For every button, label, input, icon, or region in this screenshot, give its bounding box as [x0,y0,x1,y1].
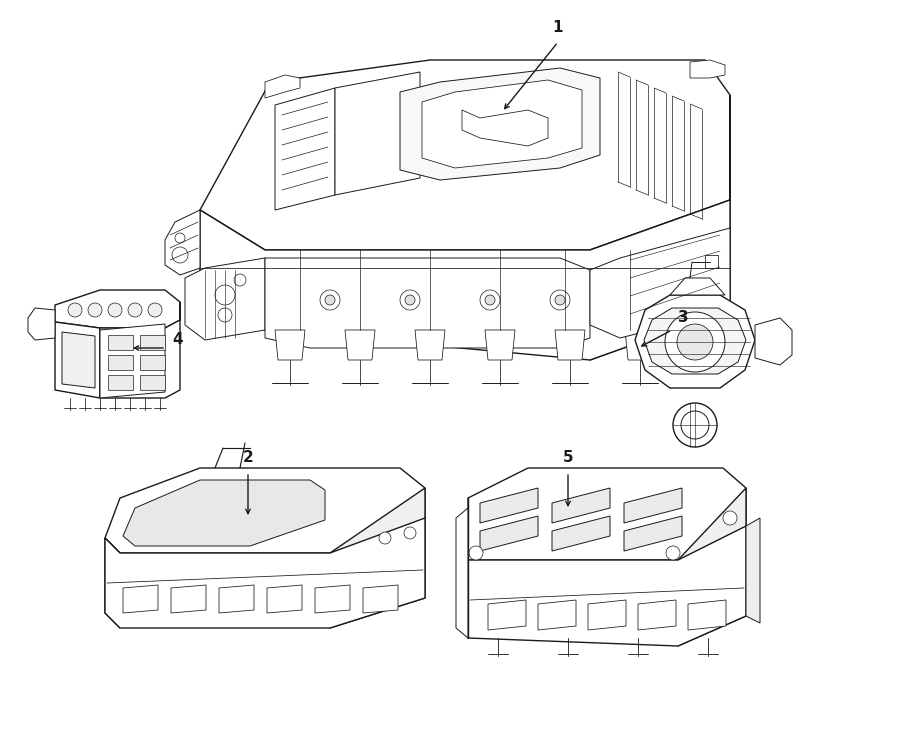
Polygon shape [690,60,725,78]
Polygon shape [638,600,676,630]
Polygon shape [265,258,590,348]
Polygon shape [267,585,302,613]
Polygon shape [275,88,335,210]
Polygon shape [422,80,582,168]
Polygon shape [108,355,133,370]
Polygon shape [275,330,305,360]
Polygon shape [625,330,655,360]
Polygon shape [678,488,746,646]
Polygon shape [588,600,626,630]
Polygon shape [62,332,95,388]
Circle shape [234,274,246,286]
Polygon shape [28,308,55,340]
Polygon shape [555,330,585,360]
Polygon shape [100,302,180,398]
Circle shape [677,324,713,360]
Polygon shape [140,335,165,350]
Polygon shape [552,516,610,551]
Polygon shape [538,600,576,630]
Polygon shape [265,75,300,98]
Polygon shape [100,324,165,398]
Polygon shape [171,585,206,613]
Polygon shape [400,68,600,180]
Text: 2: 2 [243,450,254,465]
Circle shape [404,527,416,539]
Polygon shape [635,295,755,388]
Polygon shape [644,308,746,374]
Circle shape [175,233,185,243]
Text: 4: 4 [173,332,184,347]
Polygon shape [624,488,682,523]
Circle shape [405,295,415,305]
Circle shape [550,290,570,310]
Polygon shape [468,526,746,646]
Polygon shape [415,330,445,360]
Polygon shape [480,488,538,523]
Polygon shape [108,375,133,390]
Polygon shape [185,258,265,340]
Polygon shape [123,480,325,546]
Circle shape [555,295,565,305]
Circle shape [148,303,162,317]
Polygon shape [746,518,760,623]
Polygon shape [335,72,420,195]
Circle shape [68,303,82,317]
Circle shape [325,295,335,305]
Polygon shape [165,210,200,275]
Polygon shape [456,508,468,638]
Circle shape [215,285,235,305]
Circle shape [218,308,232,322]
Polygon shape [105,518,425,628]
Polygon shape [200,200,730,360]
Polygon shape [123,585,158,613]
Circle shape [666,546,680,560]
Polygon shape [200,60,730,250]
Polygon shape [590,95,730,360]
Circle shape [681,411,709,439]
Polygon shape [590,228,730,338]
Circle shape [400,290,420,310]
Polygon shape [105,538,120,628]
Polygon shape [345,330,375,360]
Polygon shape [140,355,165,370]
Polygon shape [315,585,350,613]
Text: 5: 5 [562,450,573,465]
Text: 1: 1 [553,21,563,36]
Polygon shape [755,318,792,365]
Polygon shape [552,488,610,523]
Polygon shape [468,468,746,560]
Circle shape [320,290,340,310]
Polygon shape [488,600,526,630]
Polygon shape [55,322,100,398]
Polygon shape [688,600,726,630]
Polygon shape [330,488,425,628]
Text: 3: 3 [678,310,688,326]
Polygon shape [462,110,548,146]
Polygon shape [363,585,398,613]
Circle shape [172,247,188,263]
Polygon shape [200,210,265,330]
Circle shape [88,303,102,317]
Polygon shape [485,330,515,360]
Circle shape [665,312,725,372]
Circle shape [723,511,737,525]
Circle shape [673,403,717,447]
Circle shape [485,295,495,305]
Polygon shape [670,278,725,295]
Circle shape [128,303,142,317]
Polygon shape [705,255,718,268]
Polygon shape [108,335,133,350]
Polygon shape [105,468,425,553]
Circle shape [469,546,483,560]
Polygon shape [219,585,254,613]
Polygon shape [624,516,682,551]
Polygon shape [140,375,165,390]
Circle shape [480,290,500,310]
Circle shape [108,303,122,317]
Polygon shape [55,290,180,328]
Polygon shape [480,516,538,551]
Circle shape [379,532,391,544]
